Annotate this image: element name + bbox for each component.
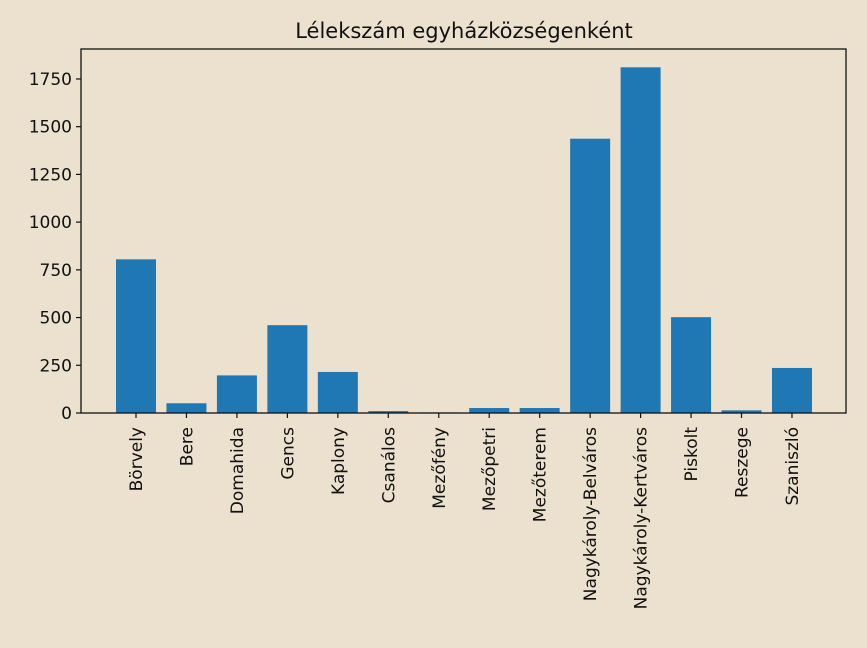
x-tick-label: Nagykároly-Belváros bbox=[581, 427, 601, 601]
y-tick-label: 1500 bbox=[29, 118, 72, 138]
bar bbox=[721, 410, 762, 413]
x-axis: Börvely Bere Domahida Gencs Kaplony Csanálos M… bbox=[127, 413, 803, 609]
bar bbox=[116, 259, 156, 413]
x-tick-label: Bere bbox=[177, 427, 197, 466]
x-tick-label: Kaplony bbox=[329, 427, 349, 495]
y-axis: 0 250 500 750 1000 1250 1500 1750 bbox=[29, 70, 81, 424]
y-tick-label: 0 bbox=[61, 404, 72, 424]
bar bbox=[267, 325, 308, 413]
x-tick-label: Reszege bbox=[733, 427, 753, 498]
y-tick-label: 250 bbox=[40, 356, 72, 376]
x-tick-label: Nagykároly-Kertváros bbox=[632, 427, 652, 609]
y-tick-label: 750 bbox=[40, 261, 72, 281]
bar bbox=[216, 375, 257, 413]
x-tick-label: Domahida bbox=[228, 427, 248, 514]
bar bbox=[620, 67, 661, 413]
x-tick-label: Mezőfény bbox=[430, 427, 450, 509]
x-tick-label: Börvely bbox=[127, 427, 147, 491]
bar bbox=[368, 411, 409, 413]
x-tick-label: Piskolt bbox=[682, 427, 702, 482]
bar bbox=[671, 317, 712, 413]
bar bbox=[519, 408, 560, 413]
chart-title: Lélekszám egyházközségenként bbox=[295, 19, 633, 43]
y-tick-label: 1750 bbox=[29, 70, 72, 90]
bar bbox=[771, 367, 812, 413]
bar bbox=[469, 408, 510, 413]
x-tick-label: Csanálos bbox=[379, 427, 399, 503]
bar bbox=[570, 138, 611, 413]
x-tick-label: Gencs bbox=[278, 427, 298, 480]
y-tick-label: 1250 bbox=[29, 165, 72, 185]
bar bbox=[166, 403, 207, 413]
x-tick-label: Mezőterem bbox=[531, 427, 551, 522]
y-tick-label: 500 bbox=[40, 309, 72, 329]
bars-group bbox=[116, 67, 812, 414]
x-tick-label: Mezőpetri bbox=[480, 427, 500, 511]
x-tick-label: Szaniszló bbox=[783, 427, 803, 506]
plot-frame bbox=[80, 48, 847, 414]
y-tick-label: 1000 bbox=[29, 213, 72, 233]
bar bbox=[317, 371, 358, 413]
